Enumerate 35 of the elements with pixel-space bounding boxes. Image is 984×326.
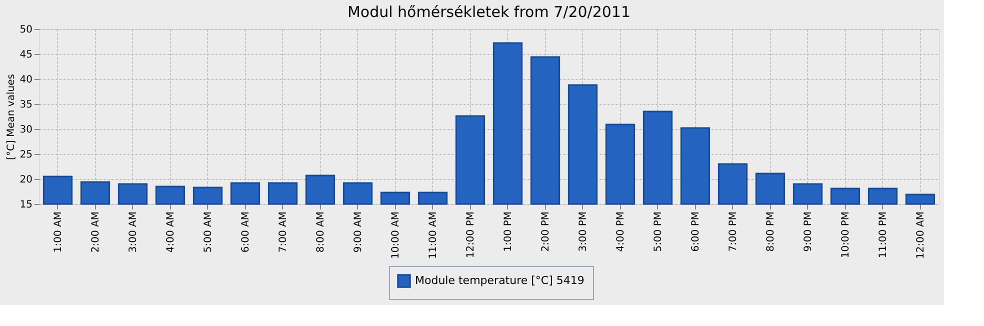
y-tick-label: 25 bbox=[20, 150, 32, 160]
x-tick-label: 5:00 PM bbox=[652, 212, 664, 252]
x-tick-label: 8:00 PM bbox=[765, 212, 776, 252]
x-tick-label: 7:00 AM bbox=[278, 212, 289, 253]
x-tick-label: 11:00 AM bbox=[428, 212, 439, 259]
x-tick-label: 7:00 PM bbox=[728, 212, 739, 252]
x-tick-label: 5:00 AM bbox=[202, 212, 214, 253]
x-tick-label: 4:00 PM bbox=[615, 212, 626, 252]
chart-title: Modul hőmérsékletek from 7/20/2011 bbox=[347, 3, 631, 21]
x-tick-label: 12:00 AM bbox=[915, 212, 926, 259]
x-tick-label: 8:00 AM bbox=[315, 212, 326, 253]
x-tick-label: 11:00 PM bbox=[878, 212, 889, 258]
y-tick-label: 40 bbox=[20, 74, 32, 86]
y-tick-label: 35 bbox=[20, 100, 32, 110]
x-tick-label: 10:00 AM bbox=[390, 212, 402, 259]
x-tick-label: 4:00 AM bbox=[165, 212, 176, 253]
x-tick-label: 12:00 PM bbox=[465, 212, 476, 258]
y-tick-label: 15 bbox=[20, 200, 32, 210]
x-tick-label: 10:00 PM bbox=[840, 212, 852, 258]
x-tick-label: 3:00 AM bbox=[128, 212, 139, 253]
x-tick-label: 1:00 AM bbox=[52, 212, 64, 253]
y-axis-title: [°C] Mean values bbox=[6, 74, 17, 160]
x-tick-label: 6:00 AM bbox=[240, 212, 252, 253]
x-tick-label: 9:00 AM bbox=[352, 212, 364, 253]
x-tick-label: 1:00 PM bbox=[502, 212, 514, 252]
x-tick-label: 2:00 PM bbox=[540, 212, 552, 252]
x-tick-label: 6:00 PM bbox=[690, 212, 702, 252]
y-tick-label: 45 bbox=[20, 50, 32, 60]
y-tick-label: 20 bbox=[20, 174, 32, 186]
x-tick-label: 3:00 PM bbox=[578, 212, 589, 252]
x-tick-label: 2:00 AM bbox=[90, 212, 102, 253]
legend-label: Module temperature [°C] 5419 bbox=[415, 274, 584, 287]
y-tick-label: 50 bbox=[20, 24, 32, 36]
y-tick-label: 30 bbox=[20, 124, 32, 136]
x-tick-label: 9:00 PM bbox=[802, 212, 814, 252]
